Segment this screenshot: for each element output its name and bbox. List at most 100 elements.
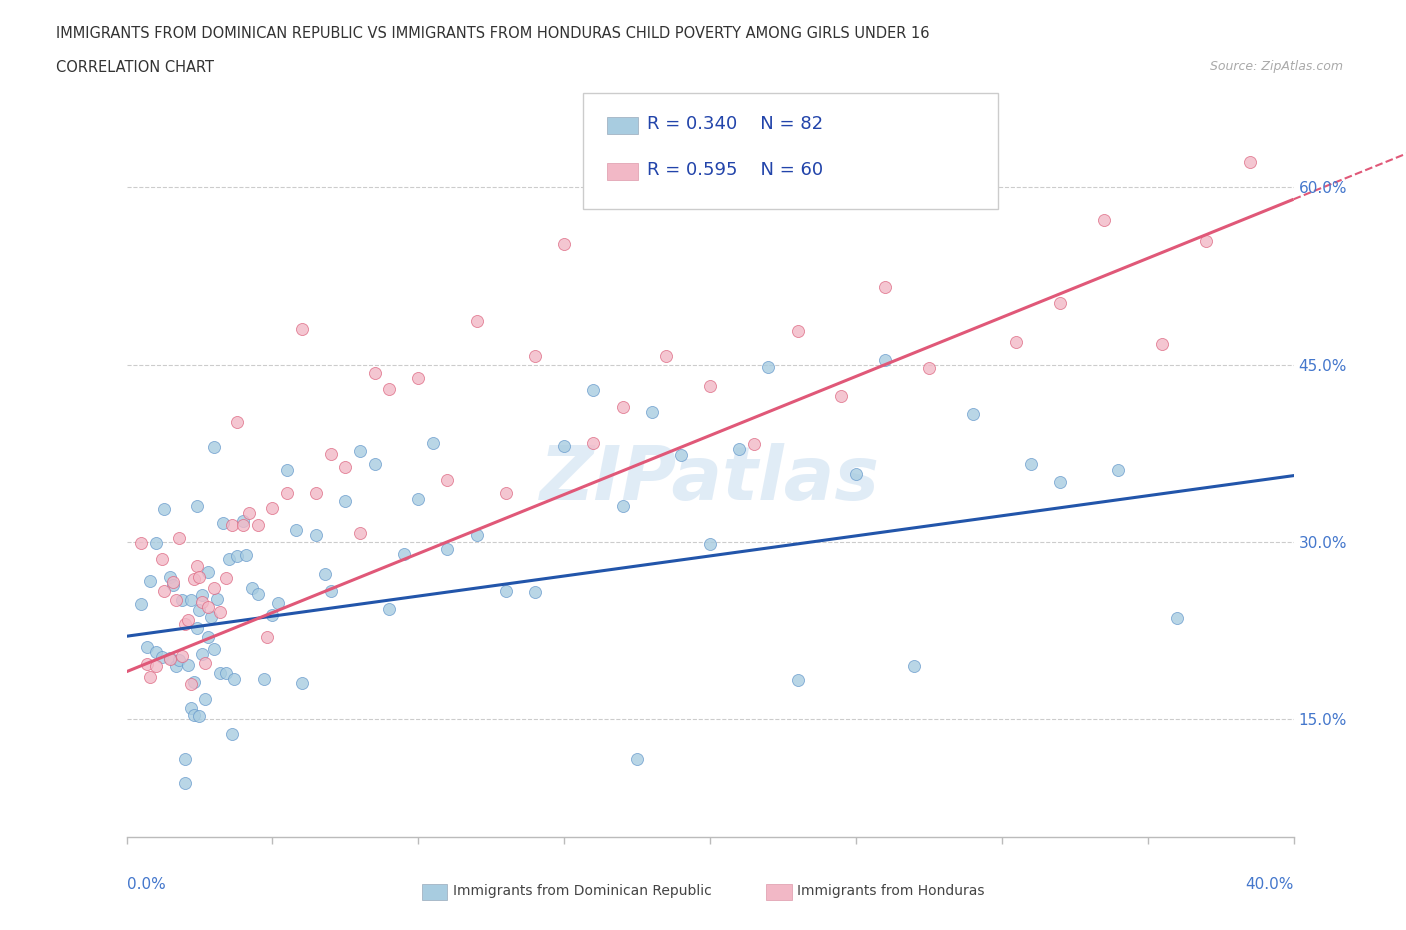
Point [232, 513, 254, 528]
Text: 0.0%: 0.0% [127, 877, 166, 892]
Point [215, 571, 238, 586]
Point [363, 457, 385, 472]
Text: Source: ZipAtlas.com: Source: ZipAtlas.com [1209, 60, 1343, 73]
Point [180, 700, 202, 715]
Point [1108, 462, 1130, 477]
Point [875, 279, 897, 294]
Point [1019, 457, 1042, 472]
Point [221, 726, 243, 741]
Point [319, 446, 342, 461]
Point [174, 617, 197, 631]
Point [136, 657, 159, 671]
Point [159, 651, 181, 666]
Point [221, 517, 243, 532]
Point [167, 653, 190, 668]
Point [465, 527, 488, 542]
Point [174, 751, 197, 766]
Text: 40.0%: 40.0% [1246, 877, 1294, 892]
Point [786, 324, 808, 339]
Point [177, 658, 200, 672]
Point [553, 439, 575, 454]
Point [232, 517, 254, 532]
Point [553, 236, 575, 251]
Point [363, 365, 385, 380]
Point [170, 648, 193, 663]
Point [159, 570, 181, 585]
Point [240, 581, 263, 596]
Point [139, 670, 162, 684]
Point [202, 439, 225, 454]
Point [205, 592, 228, 607]
Point [1152, 337, 1174, 352]
Point [335, 459, 357, 474]
Point [191, 587, 214, 602]
Point [335, 493, 357, 508]
Point [1239, 154, 1261, 169]
Point [422, 436, 444, 451]
Point [224, 671, 246, 686]
Point [136, 640, 159, 655]
Point [830, 389, 852, 404]
Point [756, 360, 779, 375]
Point [153, 501, 176, 516]
Point [305, 485, 328, 500]
Point [165, 593, 187, 608]
Point [582, 383, 605, 398]
Point [202, 642, 225, 657]
Point [215, 666, 238, 681]
Point [1049, 474, 1071, 489]
Point [962, 406, 984, 421]
Point [246, 518, 269, 533]
Point [188, 709, 211, 724]
Point [186, 620, 208, 635]
Point [200, 610, 222, 625]
Point [612, 400, 634, 415]
Point [436, 541, 458, 556]
Point [845, 466, 868, 481]
Point [392, 546, 415, 561]
Point [145, 644, 167, 659]
Point [1195, 233, 1218, 248]
Point [167, 530, 190, 545]
Point [170, 592, 193, 607]
Point [918, 360, 941, 375]
Point [208, 604, 231, 619]
Point [1049, 296, 1071, 311]
Point [290, 675, 312, 690]
Point [139, 573, 162, 588]
Point [349, 444, 371, 458]
Point [191, 594, 214, 609]
Point [197, 600, 219, 615]
Point [162, 578, 184, 592]
Point [267, 595, 290, 610]
Point [436, 473, 458, 488]
Point [174, 776, 197, 790]
Point [191, 647, 214, 662]
Point [669, 447, 692, 462]
Point [1166, 610, 1188, 625]
Text: ZIPatlas: ZIPatlas [540, 444, 880, 516]
Point [188, 603, 211, 618]
Point [186, 559, 208, 574]
Point [875, 352, 897, 367]
Text: CORRELATION CHART: CORRELATION CHART [56, 60, 214, 75]
Point [162, 574, 184, 589]
Point [226, 549, 249, 564]
Point [145, 659, 167, 674]
Point [150, 649, 173, 664]
Point [202, 580, 225, 595]
Point [183, 708, 205, 723]
Point [612, 498, 634, 513]
Text: Immigrants from Dominican Republic: Immigrants from Dominican Republic [453, 884, 711, 898]
Point [186, 498, 208, 513]
Point [218, 551, 240, 566]
Point [129, 596, 152, 611]
Point [238, 506, 260, 521]
Point [226, 414, 249, 429]
Point [165, 658, 187, 673]
Point [235, 547, 257, 562]
Point [194, 656, 217, 671]
Point [903, 658, 925, 673]
Point [495, 584, 517, 599]
Point [1005, 335, 1028, 350]
